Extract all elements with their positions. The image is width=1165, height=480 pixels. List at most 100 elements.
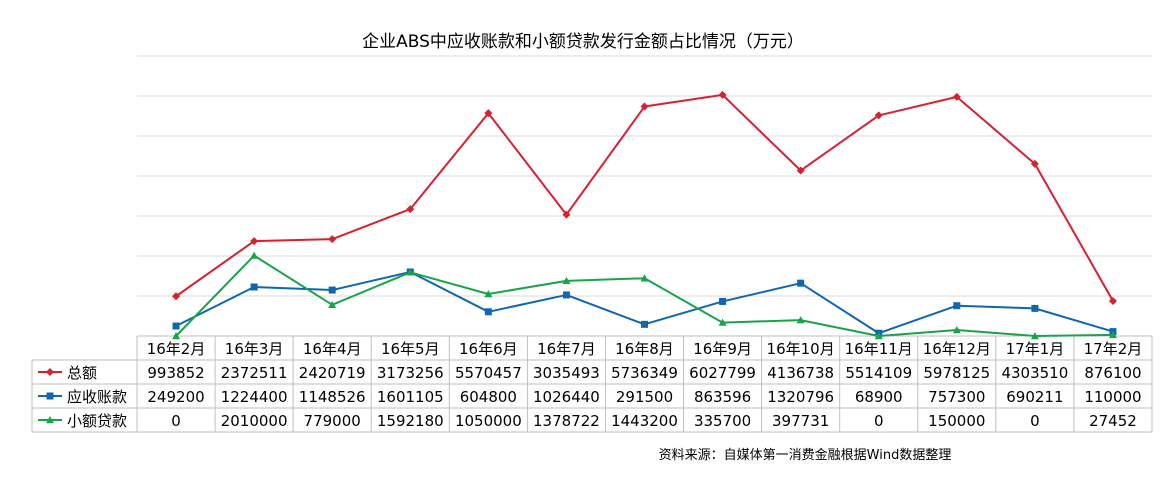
table-value: 2372511 bbox=[221, 364, 288, 382]
table-value: 604800 bbox=[460, 388, 517, 406]
table-value: 5978125 bbox=[923, 364, 990, 382]
category-label: 16年2月 bbox=[147, 340, 206, 358]
data-table: 16年2月 16年3月 16年4月 16年5月 16年6月 16年7月 16年8月 16年9月… bbox=[31, 335, 1153, 433]
table-value: 68900 bbox=[855, 388, 903, 406]
category-label: 17年2月 bbox=[1084, 340, 1143, 358]
legend-label: 总额 bbox=[67, 364, 97, 382]
data-point bbox=[952, 326, 961, 334]
category-label: 16年9月 bbox=[693, 340, 752, 358]
data-point bbox=[562, 276, 571, 285]
table-value: 1601105 bbox=[377, 388, 444, 406]
category-label: 16年10月 bbox=[767, 340, 835, 358]
legend-label: 小额贷款 bbox=[67, 412, 127, 430]
table-value: 1224400 bbox=[221, 388, 288, 406]
table-value: 110000 bbox=[1084, 388, 1141, 406]
legend-key-marker bbox=[46, 416, 54, 424]
series-lines bbox=[172, 90, 1117, 340]
data-point bbox=[562, 291, 570, 299]
table-value: 993852 bbox=[147, 364, 204, 382]
table-value: 876100 bbox=[1084, 364, 1141, 382]
table-value: 291500 bbox=[616, 388, 673, 406]
data-point bbox=[1030, 332, 1039, 340]
table-value: 1443200 bbox=[611, 412, 678, 430]
data-point bbox=[1030, 159, 1039, 168]
table-value: 249200 bbox=[147, 388, 204, 406]
data-point bbox=[328, 235, 337, 244]
category-label: 16年4月 bbox=[303, 340, 362, 358]
data-point bbox=[484, 308, 492, 316]
category-label: 17年1月 bbox=[1006, 340, 1065, 358]
data-point bbox=[874, 111, 883, 120]
data-point bbox=[406, 268, 415, 276]
table-value: 757300 bbox=[928, 388, 985, 406]
table-value: 0 bbox=[1030, 412, 1040, 430]
data-point bbox=[250, 283, 258, 291]
table-value: 2010000 bbox=[221, 412, 288, 430]
data-point bbox=[640, 102, 649, 111]
data-point bbox=[1031, 304, 1039, 312]
data-point bbox=[796, 166, 805, 175]
data-point bbox=[328, 286, 336, 294]
table-value: 1320796 bbox=[767, 388, 834, 406]
table-value: 0 bbox=[171, 412, 181, 430]
data-point bbox=[874, 332, 883, 340]
chart-title: 企业ABS中应收账款和小额贷款发行金额占比情况（万元） bbox=[362, 32, 804, 52]
data-point bbox=[562, 210, 571, 219]
table-value: 0 bbox=[874, 412, 884, 430]
data-point bbox=[172, 332, 181, 340]
table-value: 1050000 bbox=[455, 412, 522, 430]
legend-key-marker bbox=[46, 392, 54, 400]
table-value: 2420719 bbox=[299, 364, 366, 382]
series-line bbox=[175, 93, 1114, 302]
source-note: 资料来源：自媒体第一消费金融根据Wind数据整理 bbox=[659, 447, 952, 463]
table-value: 1148526 bbox=[299, 388, 366, 406]
data-point bbox=[718, 318, 727, 326]
category-label: 16年6月 bbox=[459, 340, 518, 358]
data-point bbox=[640, 274, 649, 282]
category-label: 16年12月 bbox=[923, 340, 991, 358]
data-point bbox=[250, 237, 259, 246]
table-value: 5570457 bbox=[455, 364, 522, 382]
data-point bbox=[1108, 296, 1117, 305]
gridlines bbox=[137, 55, 1152, 297]
table-value: 863596 bbox=[694, 388, 751, 406]
data-point bbox=[796, 316, 805, 324]
data-point bbox=[172, 322, 180, 330]
table-value: 3035493 bbox=[533, 364, 600, 382]
category-label: 16年5月 bbox=[381, 340, 440, 358]
legend-key-marker bbox=[46, 368, 54, 376]
data-point bbox=[484, 109, 493, 118]
table-value: 3173256 bbox=[377, 364, 444, 382]
data-point bbox=[406, 205, 415, 214]
table-value: 150000 bbox=[928, 412, 985, 430]
data-point bbox=[718, 90, 727, 99]
table-value: 5514109 bbox=[845, 364, 912, 382]
data-point bbox=[719, 297, 727, 305]
data-point bbox=[797, 279, 805, 287]
data-point bbox=[172, 292, 181, 301]
table-value: 397731 bbox=[772, 412, 829, 430]
table-value: 1378722 bbox=[533, 412, 600, 430]
data-point bbox=[250, 251, 259, 259]
category-label: 16年7月 bbox=[537, 340, 596, 358]
data-point bbox=[328, 300, 337, 309]
data-point bbox=[641, 320, 648, 328]
table-value: 779000 bbox=[304, 412, 361, 430]
data-point bbox=[952, 92, 961, 101]
table-value: 1592180 bbox=[377, 412, 444, 430]
data-point bbox=[484, 290, 493, 298]
table-value: 335700 bbox=[694, 412, 751, 430]
category-label: 16年3月 bbox=[225, 340, 284, 358]
data-point bbox=[953, 302, 961, 310]
table-value: 5736349 bbox=[611, 364, 678, 382]
table-value: 6027799 bbox=[689, 364, 756, 382]
legend-label: 应收账款 bbox=[67, 388, 127, 406]
table-value: 690211 bbox=[1006, 388, 1063, 406]
table-value: 1026440 bbox=[533, 388, 600, 406]
table-value: 4136738 bbox=[767, 364, 834, 382]
category-label: 16年8月 bbox=[615, 340, 674, 358]
data-point bbox=[1108, 330, 1117, 339]
category-label: 16年11月 bbox=[845, 340, 913, 358]
